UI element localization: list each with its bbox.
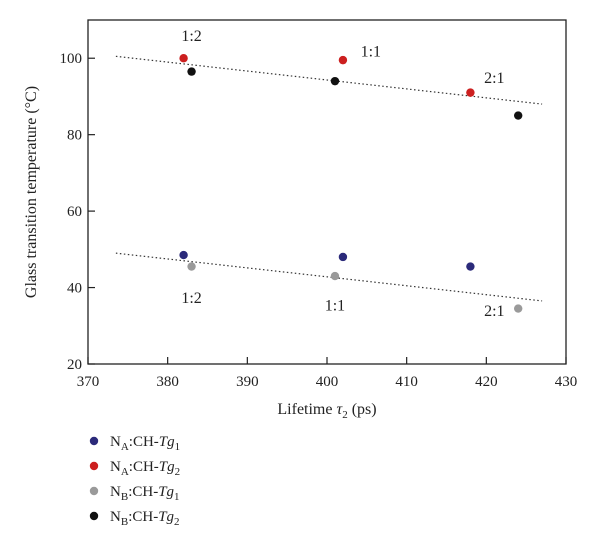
y-tick-label: 80 — [67, 128, 82, 144]
legend-label-main: N — [110, 434, 121, 450]
x-tick-label: 400 — [316, 374, 339, 390]
x-axis-title-main: Lifetime — [277, 401, 336, 418]
x-tick-label: 380 — [156, 374, 179, 390]
data-point — [187, 67, 196, 76]
legend-label-main: N — [110, 459, 121, 475]
data-point — [179, 250, 188, 260]
data-point — [466, 262, 475, 271]
legend-label: NB:CH-Tg2 — [110, 509, 180, 528]
ratio-annotations: 1:2 1:1 2:1 1:2 1:1 2:1 — [181, 28, 504, 320]
x-tick-label: 410 — [395, 374, 418, 390]
x-axis: 370 380 390 400 410 420 430 — [77, 357, 578, 390]
data-point — [330, 271, 340, 281]
y-tick-label: 100 — [60, 51, 83, 67]
trendline — [115, 55, 543, 105]
ratio-label: 2:1 — [484, 70, 504, 87]
legend-label-symbol: Tg — [158, 509, 174, 525]
legend-label-mid: :CH- — [128, 509, 158, 525]
legend-marker — [89, 436, 99, 446]
data-point — [514, 111, 523, 120]
data-point — [330, 76, 340, 86]
legend-marker — [89, 511, 99, 521]
trendlines — [115, 55, 543, 302]
data-point — [338, 252, 348, 262]
x-axis-title: Lifetime τ2 (ps) — [277, 401, 376, 421]
legend-label-main: N — [110, 484, 121, 500]
data-point — [179, 54, 188, 63]
x-axis-title-symbol: τ — [336, 401, 343, 418]
data-points — [179, 54, 523, 313]
legend-marker — [89, 486, 99, 496]
legend-label: NA:CH-Tg1 — [110, 434, 180, 453]
y-axis: 20 40 60 80 100 — [60, 51, 95, 373]
x-tick-label: 390 — [236, 374, 259, 390]
y-tick-label: 20 — [67, 357, 82, 373]
data-point — [466, 88, 475, 97]
y-axis-title: Glass transition temperature (°C) — [23, 86, 40, 298]
legend-label-mid: :CH- — [128, 484, 158, 500]
ratio-label: 1:1 — [325, 297, 345, 314]
trendline — [115, 252, 543, 302]
data-point — [187, 262, 196, 271]
ratio-label: 1:2 — [181, 290, 201, 307]
x-tick-label: 420 — [475, 374, 498, 390]
x-axis-title-unit: (ps) — [348, 401, 377, 418]
x-tick-label: 430 — [555, 374, 578, 390]
legend-label-mid: :CH- — [129, 459, 159, 475]
ratio-label: 1:1 — [361, 43, 381, 60]
legend-label-sub: 2 — [175, 466, 181, 478]
data-point — [338, 55, 348, 65]
legend-label-symbol: Tg — [159, 459, 175, 475]
x-axis-title-sub: 2 — [342, 409, 348, 421]
y-tick-label: 60 — [67, 204, 82, 220]
legend-label-sub: 2 — [174, 516, 180, 528]
legend-label-sub: A — [121, 441, 129, 453]
legend-label: NA:CH-Tg2 — [110, 459, 180, 478]
ratio-label: 2:1 — [484, 303, 504, 320]
y-tick-label: 40 — [67, 281, 82, 297]
legend-label-sub: B — [121, 516, 128, 528]
legend-label-symbol: Tg — [158, 484, 174, 500]
legend-label: NB:CH-Tg1 — [110, 484, 180, 503]
legend-label-sub: 1 — [174, 491, 180, 503]
legend-marker — [89, 461, 99, 471]
legend-label-sub: 1 — [175, 441, 181, 453]
x-tick-label: 370 — [77, 374, 100, 390]
legend-label-sub: B — [121, 491, 128, 503]
legend-label-sub: A — [121, 466, 129, 478]
data-point — [514, 304, 523, 313]
ratio-label: 1:2 — [181, 28, 201, 45]
legend-label-symbol: Tg — [159, 434, 175, 450]
legend-label-mid: :CH- — [129, 434, 159, 450]
legend-label-main: N — [110, 509, 121, 525]
